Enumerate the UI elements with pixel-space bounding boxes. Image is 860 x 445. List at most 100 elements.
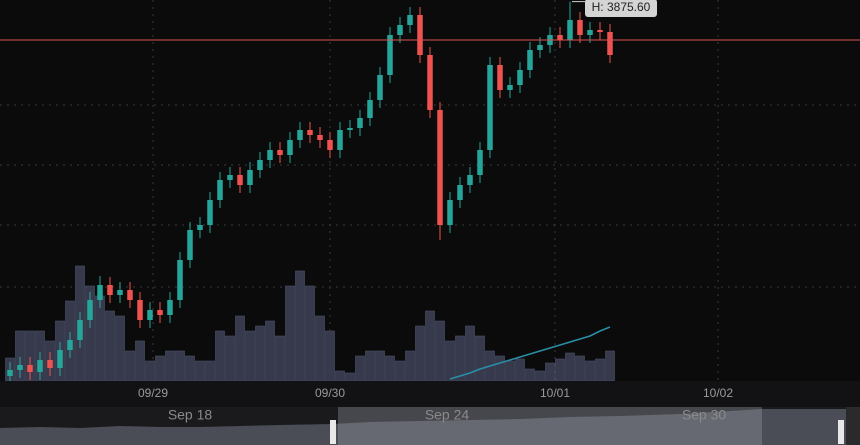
volume-bar <box>145 360 155 382</box>
candle-body <box>397 25 403 35</box>
volume-bar <box>245 330 255 382</box>
navigator-selection[interactable] <box>338 407 762 445</box>
candle-body <box>507 85 513 90</box>
candle-body <box>267 150 273 160</box>
volume-bar <box>255 325 265 382</box>
candle-body <box>7 370 13 376</box>
volume-ma-line <box>449 326 611 380</box>
candle-body <box>327 140 333 150</box>
candle-body <box>567 20 573 40</box>
candle-body <box>87 300 93 320</box>
volume-bar <box>555 358 565 382</box>
high-label: H: 3875.60 <box>592 0 651 14</box>
candle-body <box>347 128 353 130</box>
volume-bar <box>95 295 105 382</box>
volume-bar <box>595 358 605 382</box>
volume-bar <box>565 352 575 382</box>
navigator-handle-left[interactable] <box>330 420 336 444</box>
x-tick-label: 09/30 <box>315 386 345 400</box>
volume-bar <box>135 340 145 382</box>
x-axis-band <box>0 381 860 407</box>
candle-layer <box>7 1 613 384</box>
candle-body <box>427 55 433 110</box>
candle-body <box>297 130 303 140</box>
volume-bar <box>115 315 125 382</box>
candle-body <box>447 200 453 225</box>
volume-bar <box>475 335 485 382</box>
candle-body <box>197 225 203 230</box>
navigator-scroll-button[interactable] <box>846 407 860 445</box>
volume-bar <box>295 270 305 382</box>
candle-body <box>497 65 503 90</box>
volume-bar <box>325 330 335 382</box>
candle-body <box>17 365 23 370</box>
navigator-label: Sep 18 <box>168 407 213 423</box>
candle-body <box>437 110 443 225</box>
volume-bar <box>445 340 455 382</box>
candle-body <box>157 310 163 315</box>
candle-body <box>57 350 63 368</box>
volume-bar <box>355 355 365 382</box>
candle-body <box>247 170 253 185</box>
volume-bar <box>175 350 185 382</box>
candle-body <box>277 150 283 155</box>
volume-bar <box>335 370 345 382</box>
overlay: H: 3875.60 <box>0 0 860 41</box>
volume-bar <box>605 350 615 382</box>
candle-body <box>257 160 263 170</box>
volume-bar <box>195 360 205 382</box>
candle-body <box>577 20 583 35</box>
candle-body <box>237 175 243 185</box>
candle-body <box>597 30 603 32</box>
volume-bar <box>525 368 535 382</box>
candle-body <box>167 300 173 315</box>
navigator-label: Sep 30 <box>682 407 727 423</box>
candle-body <box>367 100 373 118</box>
volume-bar <box>185 355 195 382</box>
navigator-handle-right[interactable] <box>838 420 844 444</box>
candle-body <box>137 300 143 320</box>
candle-body <box>557 35 563 40</box>
volume-bar <box>315 315 325 382</box>
candle-body <box>417 15 423 55</box>
x-tick-label: 10/02 <box>703 386 733 400</box>
candle-body <box>467 175 473 185</box>
volume-bar <box>225 335 235 382</box>
volume-bar <box>265 320 275 382</box>
candle-body <box>127 290 133 300</box>
volume-bar <box>165 350 175 382</box>
candle-body <box>357 118 363 128</box>
navigator-area <box>0 409 860 445</box>
candle-body <box>227 175 233 180</box>
candle-body <box>177 260 183 300</box>
volume-bar <box>305 285 315 382</box>
volume-bar <box>275 335 285 382</box>
volume-bar <box>285 285 295 382</box>
volume-bar <box>375 350 385 382</box>
volume-bar <box>535 370 545 382</box>
grid <box>0 0 860 381</box>
candle-body <box>27 365 33 372</box>
volume-bar <box>125 350 135 382</box>
candle-body <box>37 360 43 372</box>
candle-body <box>387 35 393 75</box>
candle-body <box>117 290 123 295</box>
candle-body <box>217 180 223 200</box>
volume-bar <box>585 360 595 382</box>
candle-body <box>517 70 523 85</box>
candle-body <box>67 340 73 350</box>
volume-bar <box>155 355 165 382</box>
high-label-box <box>585 0 657 17</box>
candle-body <box>287 140 293 155</box>
volume-bar <box>405 350 415 382</box>
navigator: Sep 18 Sep 24 Sep 30 <box>0 407 860 445</box>
candle-body <box>187 230 193 260</box>
candle-body <box>407 15 413 25</box>
volume-bar <box>495 355 505 382</box>
x-tick-label: 09/29 <box>138 386 168 400</box>
candle-body <box>487 65 493 150</box>
candle-body <box>337 130 343 150</box>
candle-body <box>587 30 593 35</box>
volume-bar <box>215 330 225 382</box>
